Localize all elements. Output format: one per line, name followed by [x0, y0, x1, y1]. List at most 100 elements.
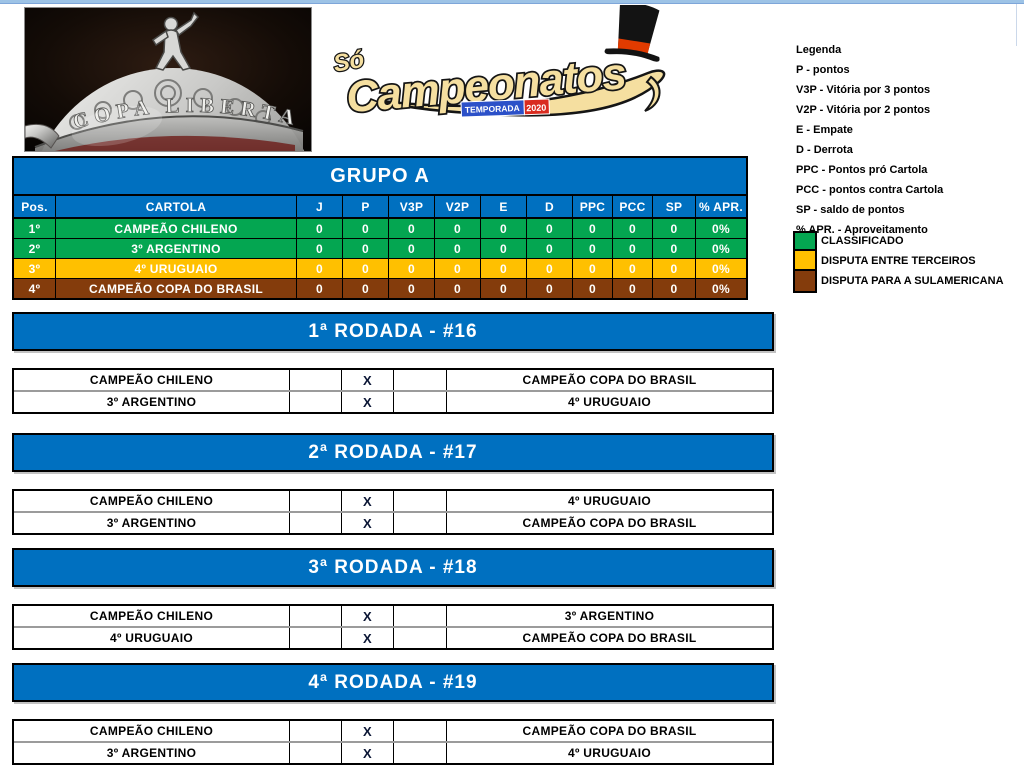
- away-score-cell[interactable]: [394, 392, 447, 412]
- away-team-cell[interactable]: CAMPEÃO COPA DO BRASIL: [522, 516, 697, 530]
- round-title-bar: 4ª RODADA - #19: [12, 663, 774, 702]
- legend-item: SP - saldo de pontos: [796, 204, 905, 216]
- group-table-cell[interactable]: 0: [653, 279, 696, 298]
- group-table-cell[interactable]: 0: [343, 279, 389, 298]
- trophy-handle: [25, 123, 60, 149]
- group-table-cell[interactable]: 0%: [696, 219, 746, 239]
- home-score-cell[interactable]: [290, 743, 342, 763]
- group-table-cell[interactable]: 0: [297, 239, 343, 259]
- trophy-figure: [151, 11, 199, 71]
- versus-cell[interactable]: X: [342, 721, 394, 741]
- position-cell[interactable]: 1º: [14, 219, 56, 239]
- group-table-cell[interactable]: 0%: [696, 259, 746, 279]
- away-score-cell[interactable]: [394, 628, 447, 648]
- position-cell[interactable]: 2º: [14, 239, 56, 259]
- group-table-cell[interactable]: 0: [297, 279, 343, 298]
- group-table-cell[interactable]: 0: [297, 259, 343, 279]
- group-table-cell[interactable]: 0: [389, 219, 435, 239]
- group-column-header: J: [297, 196, 343, 219]
- group-table-cell[interactable]: 0%: [696, 239, 746, 259]
- group-table-cell[interactable]: 0: [297, 219, 343, 239]
- home-score-cell[interactable]: [290, 513, 342, 533]
- home-score-cell[interactable]: [290, 606, 342, 626]
- group-table-cell[interactable]: 0: [653, 219, 696, 239]
- home-team-cell[interactable]: CAMPEÃO CHILENO: [14, 606, 290, 626]
- away-team-cell[interactable]: 4º URUGUAIO: [567, 494, 652, 508]
- away-score-cell[interactable]: [394, 513, 447, 533]
- group-table-cell[interactable]: 0: [613, 239, 653, 259]
- group-table-cell[interactable]: 0: [573, 239, 613, 259]
- away-team-cell[interactable]: CAMPEÃO COPA DO BRASIL: [522, 724, 697, 738]
- match-row: CAMPEÃO CHILENO X 4º URUGUAIO: [14, 491, 772, 511]
- home-team-cell[interactable]: CAMPEÃO CHILENO: [14, 721, 290, 741]
- group-table-cell[interactable]: 0: [435, 259, 481, 279]
- away-score-cell[interactable]: [394, 743, 447, 763]
- home-score-cell[interactable]: [290, 392, 342, 412]
- legend-swatch-label: DISPUTA PARA A SULAMERICANA: [821, 275, 1004, 287]
- away-score-cell[interactable]: [394, 721, 447, 741]
- cartola-name-cell[interactable]: CAMPEÃO CHILENO: [56, 219, 297, 239]
- group-column-header: P: [343, 196, 389, 219]
- versus-cell[interactable]: X: [342, 513, 394, 533]
- group-table-cell[interactable]: 0: [435, 239, 481, 259]
- home-team-cell[interactable]: 4º URUGUAIO: [14, 628, 290, 648]
- position-cell[interactable]: 4º: [14, 279, 56, 298]
- home-score-cell[interactable]: [290, 721, 342, 741]
- cartola-name-cell[interactable]: 4º URUGUAIO: [56, 259, 297, 279]
- trophy-ornaments: [69, 79, 271, 130]
- away-score-cell[interactable]: [394, 491, 447, 511]
- group-table-cell[interactable]: 0: [343, 239, 389, 259]
- home-team-cell[interactable]: CAMPEÃO CHILENO: [14, 491, 290, 511]
- versus-cell[interactable]: X: [342, 743, 394, 763]
- group-table-cell[interactable]: 0: [389, 239, 435, 259]
- group-table-cell[interactable]: 0: [435, 279, 481, 298]
- home-score-cell[interactable]: [290, 370, 342, 390]
- versus-cell[interactable]: X: [342, 392, 394, 412]
- group-table-cell[interactable]: 0: [527, 259, 573, 279]
- group-table-cell[interactable]: 0: [343, 219, 389, 239]
- versus-cell[interactable]: X: [342, 606, 394, 626]
- group-table-cell[interactable]: 0: [573, 279, 613, 298]
- legend-item: % APR. - Aproveitamento: [796, 224, 928, 236]
- group-table-cell[interactable]: 0: [527, 219, 573, 239]
- away-team-cell[interactable]: CAMPEÃO COPA DO BRASIL: [522, 631, 697, 645]
- round-section: 2ª RODADA - #17 CAMPEÃO CHILENO X 4º URU…: [12, 433, 774, 535]
- cartola-name-cell[interactable]: CAMPEÃO COPA DO BRASIL: [56, 279, 297, 298]
- group-table-cell[interactable]: 0: [573, 259, 613, 279]
- group-table-cell[interactable]: 0: [653, 259, 696, 279]
- versus-cell[interactable]: X: [342, 370, 394, 390]
- group-table-cell[interactable]: 0: [481, 219, 527, 239]
- group-table-cell[interactable]: 0: [613, 279, 653, 298]
- away-score-cell[interactable]: [394, 370, 447, 390]
- away-team-cell[interactable]: 3º ARGENTINO: [564, 609, 655, 623]
- group-table-cell[interactable]: 0: [653, 239, 696, 259]
- group-table-cell[interactable]: 0%: [696, 279, 746, 298]
- versus-cell[interactable]: X: [342, 628, 394, 648]
- group-table-cell[interactable]: 0: [389, 279, 435, 298]
- away-team-cell[interactable]: 4º URUGUAIO: [567, 395, 652, 409]
- group-table-cell[interactable]: 0: [573, 219, 613, 239]
- group-table-cell[interactable]: 0: [613, 219, 653, 239]
- home-team-cell[interactable]: 3º ARGENTINO: [14, 743, 290, 763]
- home-score-cell[interactable]: [290, 491, 342, 511]
- away-score-cell[interactable]: [394, 606, 447, 626]
- group-table-cell[interactable]: 0: [527, 279, 573, 298]
- away-team-cell[interactable]: CAMPEÃO COPA DO BRASIL: [522, 373, 697, 387]
- home-team-cell[interactable]: CAMPEÃO CHILENO: [14, 370, 290, 390]
- group-table-cell[interactable]: 0: [389, 259, 435, 279]
- home-team-cell[interactable]: 3º ARGENTINO: [14, 392, 290, 412]
- group-table-cell[interactable]: 0: [343, 259, 389, 279]
- cartola-name-cell[interactable]: 3º ARGENTINO: [56, 239, 297, 259]
- home-score-cell[interactable]: [290, 628, 342, 648]
- group-table-cell[interactable]: 0: [527, 239, 573, 259]
- home-team-cell[interactable]: 3º ARGENTINO: [14, 513, 290, 533]
- group-table-cell[interactable]: 0: [613, 259, 653, 279]
- away-team-cell[interactable]: 4º URUGUAIO: [567, 746, 652, 760]
- group-table-cell[interactable]: 0: [481, 239, 527, 259]
- group-table-cell[interactable]: 0: [481, 259, 527, 279]
- legend-swatch-row: DISPUTA ENTRE TERCEIROS: [793, 249, 1004, 273]
- group-table-cell[interactable]: 0: [435, 219, 481, 239]
- group-table-cell[interactable]: 0: [481, 279, 527, 298]
- versus-cell[interactable]: X: [342, 491, 394, 511]
- position-cell[interactable]: 3º: [14, 259, 56, 279]
